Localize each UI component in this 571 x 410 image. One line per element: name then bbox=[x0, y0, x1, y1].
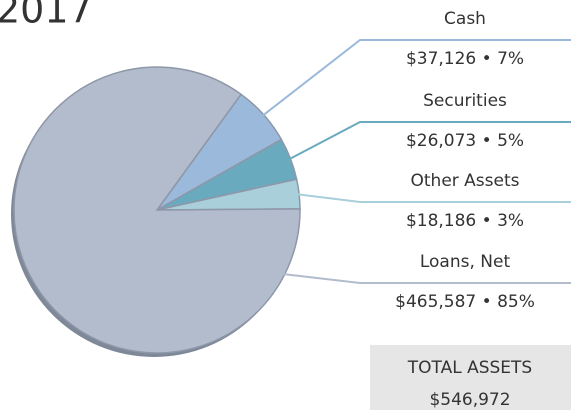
legend-label: Other Assets bbox=[411, 171, 520, 191]
value-label: $465,587 • 85% bbox=[395, 292, 535, 312]
chart-title: 2017 bbox=[0, 0, 93, 32]
total-label: TOTAL ASSETS bbox=[407, 358, 532, 378]
leader-line bbox=[282, 273, 571, 284]
leader-line bbox=[288, 121, 571, 161]
total-box bbox=[370, 345, 571, 410]
pie-slice bbox=[13, 66, 301, 354]
value-label: $26,073 • 5% bbox=[406, 131, 524, 151]
total-value: $546,972 bbox=[429, 390, 510, 410]
value-label: $18,186 • 3% bbox=[406, 211, 524, 231]
leader-line bbox=[296, 193, 571, 203]
legend-label: Cash bbox=[444, 9, 486, 29]
value-label: $37,126 • 7% bbox=[406, 49, 524, 69]
legend-label: Loans, Net bbox=[420, 252, 511, 272]
legend-label: Securities bbox=[423, 91, 507, 111]
leader-line bbox=[261, 39, 571, 117]
